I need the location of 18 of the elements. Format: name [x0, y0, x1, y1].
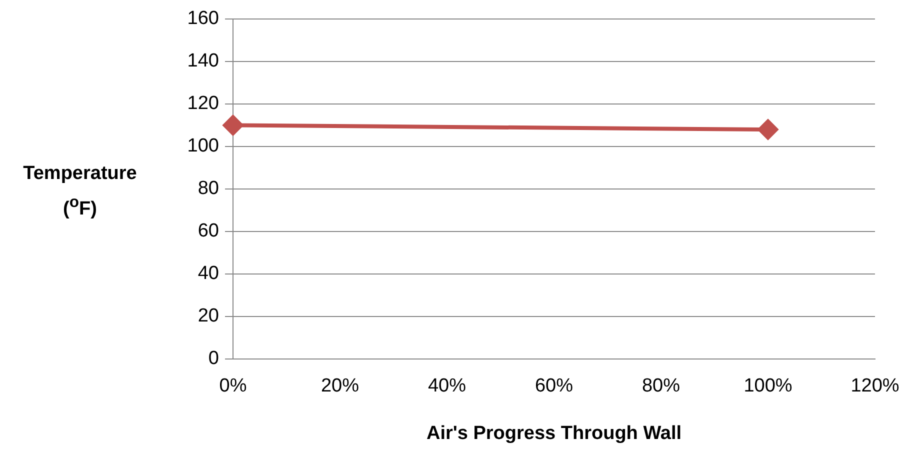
x-axis-title: Air's Progress Through Wall [426, 422, 682, 444]
y-tick-label: 160 [187, 8, 219, 30]
y-tick-label: 120 [187, 93, 219, 114]
x-tick-label: 120% [850, 376, 900, 397]
x-tick-label: 0% [219, 376, 247, 397]
x-tick-label: 20% [320, 376, 360, 397]
y-tick-label: 0 [208, 348, 219, 370]
y-axis-title: Temperature ($^{o}$F) [22, 162, 138, 222]
y-tick-label: 40 [198, 263, 219, 284]
y-tick-label: 140 [187, 50, 219, 72]
y-tick-label: 60 [198, 220, 219, 242]
x-tick-label: 100% [744, 376, 792, 397]
y-tick-label: 20 [198, 306, 219, 327]
y-tick-label: 100 [187, 136, 219, 157]
x-tick-label: 80% [642, 376, 680, 397]
y-tick-label: 80 [198, 178, 219, 200]
x-tick-label: 60% [534, 376, 574, 397]
x-tick-label: 40% [428, 376, 466, 397]
